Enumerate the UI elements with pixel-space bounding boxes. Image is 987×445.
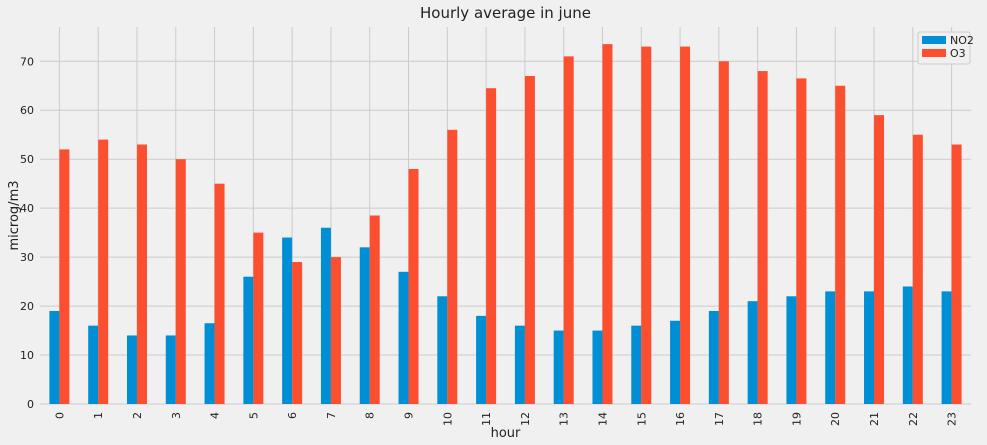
bar-no2-hour-14: [592, 330, 603, 404]
bar-o3-hour-8: [369, 215, 380, 404]
bar-o3-hour-6: [292, 262, 303, 404]
bar-no2-hour-17: [708, 310, 719, 404]
bar-o3-hour-22: [912, 134, 923, 404]
x-tick-label: 5: [247, 412, 260, 419]
x-tick-label: 7: [325, 412, 338, 419]
bar-o3-hour-10: [447, 129, 458, 404]
bar-no2-hour-22: [902, 286, 913, 404]
bar-no2-hour-19: [786, 296, 797, 404]
bar-no2-hour-3: [165, 335, 176, 404]
bar-o3-hour-14: [602, 44, 613, 405]
bar-no2-hour-7: [320, 227, 331, 404]
bar-o3-hour-20: [835, 85, 846, 405]
bar-o3-hour-13: [563, 56, 574, 405]
bar-no2-hour-23: [941, 291, 952, 404]
x-tick-label: 14: [596, 412, 609, 426]
bar-no2-hour-18: [747, 301, 758, 404]
x-tick-label: 19: [790, 412, 803, 426]
bar-no2-hour-21: [864, 291, 875, 404]
bar-o3-hour-18: [757, 71, 768, 404]
x-tick-label: 1: [92, 412, 105, 419]
x-tick-label: 13: [558, 412, 571, 426]
y-axis-label: microg/m3: [7, 180, 22, 250]
bar-o3-hour-12: [524, 75, 535, 405]
bar-no2-hour-16: [670, 320, 681, 404]
x-axis-label: hour: [491, 426, 521, 441]
bar-no2-hour-15: [631, 325, 642, 404]
bar-no2-hour-20: [825, 291, 836, 404]
bar-no2-hour-2: [126, 335, 137, 404]
y-tick-label: 60: [20, 104, 34, 117]
y-tick-label: 0: [27, 398, 34, 411]
bar-no2-hour-0: [49, 310, 60, 404]
x-tick-label: 23: [946, 412, 959, 426]
x-tick-label: 17: [713, 412, 726, 426]
bar-o3-hour-2: [136, 144, 147, 404]
legend-swatch-no2: [922, 36, 946, 44]
bar-no2-hour-13: [553, 330, 564, 404]
bar-o3-hour-4: [214, 183, 225, 404]
chart-title: Hourly average in june: [420, 4, 591, 22]
x-tick-label: 0: [53, 412, 66, 419]
y-tick-label: 10: [20, 349, 34, 362]
bar-o3-hour-17: [718, 61, 729, 404]
x-tick-label: 3: [170, 412, 183, 419]
x-tick-label: 4: [209, 412, 222, 419]
legend-swatch-o3: [922, 49, 946, 57]
y-tick-labels: 0 10 20 30 40 50 60 70: [20, 55, 34, 411]
bar-no2-hour-8: [359, 247, 370, 404]
bar-o3-hour-23: [951, 144, 962, 404]
x-tick-label: 6: [286, 412, 299, 419]
x-tick-label: 20: [829, 412, 842, 426]
x-tick-labels: 0 1 2 3 4 5 6 7 8 9 10 11 12 13 14 15 16 17 18 19 20 21 22 23: [53, 412, 958, 426]
bar-no2-hour-4: [204, 323, 215, 404]
x-tick-label: 18: [752, 412, 765, 426]
bar-o3-hour-5: [253, 232, 264, 404]
bar-no2-hour-6: [282, 237, 293, 404]
x-tick-label: 16: [674, 412, 687, 426]
bar-o3-hour-0: [59, 149, 70, 404]
bar-no2-hour-9: [398, 271, 409, 404]
x-tick-label: 15: [635, 412, 648, 426]
x-tick-label: 21: [868, 412, 881, 426]
bar-no2-hour-1: [88, 325, 99, 404]
x-tick-label: 2: [131, 412, 144, 419]
legend-label-no2: NO2: [950, 34, 974, 47]
x-tick-label: 22: [907, 412, 920, 426]
x-tick-label: 9: [403, 412, 416, 419]
x-tick-label: 12: [519, 412, 532, 426]
x-tick-label: 10: [441, 412, 454, 426]
bar-no2-hour-11: [476, 315, 487, 404]
bar-o3-hour-1: [98, 139, 109, 404]
y-tick-label: 40: [20, 202, 34, 215]
bar-o3-hour-9: [408, 168, 419, 404]
bar-no2-hour-5: [243, 276, 254, 404]
bar-o3-hour-16: [680, 46, 691, 405]
bar-o3-hour-11: [486, 88, 497, 405]
legend: NO2 O3: [917, 31, 974, 65]
y-tick-label: 20: [20, 300, 34, 313]
bar-no2-hour-10: [437, 296, 448, 404]
x-tick-label: 11: [480, 412, 493, 426]
plot-area: [40, 27, 971, 404]
bar-o3-hour-21: [874, 115, 885, 404]
y-tick-label: 30: [20, 251, 34, 264]
y-tick-label: 70: [20, 55, 34, 68]
x-tick-label: 8: [364, 412, 377, 419]
bar-no2-hour-12: [514, 325, 525, 404]
legend-label-o3: O3: [950, 47, 966, 60]
bar-o3-hour-7: [330, 257, 341, 404]
bar-o3-hour-3: [175, 159, 186, 404]
bars: [49, 44, 962, 405]
bar-o3-hour-15: [641, 46, 652, 405]
bar-o3-hour-19: [796, 78, 807, 404]
y-tick-label: 50: [20, 153, 34, 166]
